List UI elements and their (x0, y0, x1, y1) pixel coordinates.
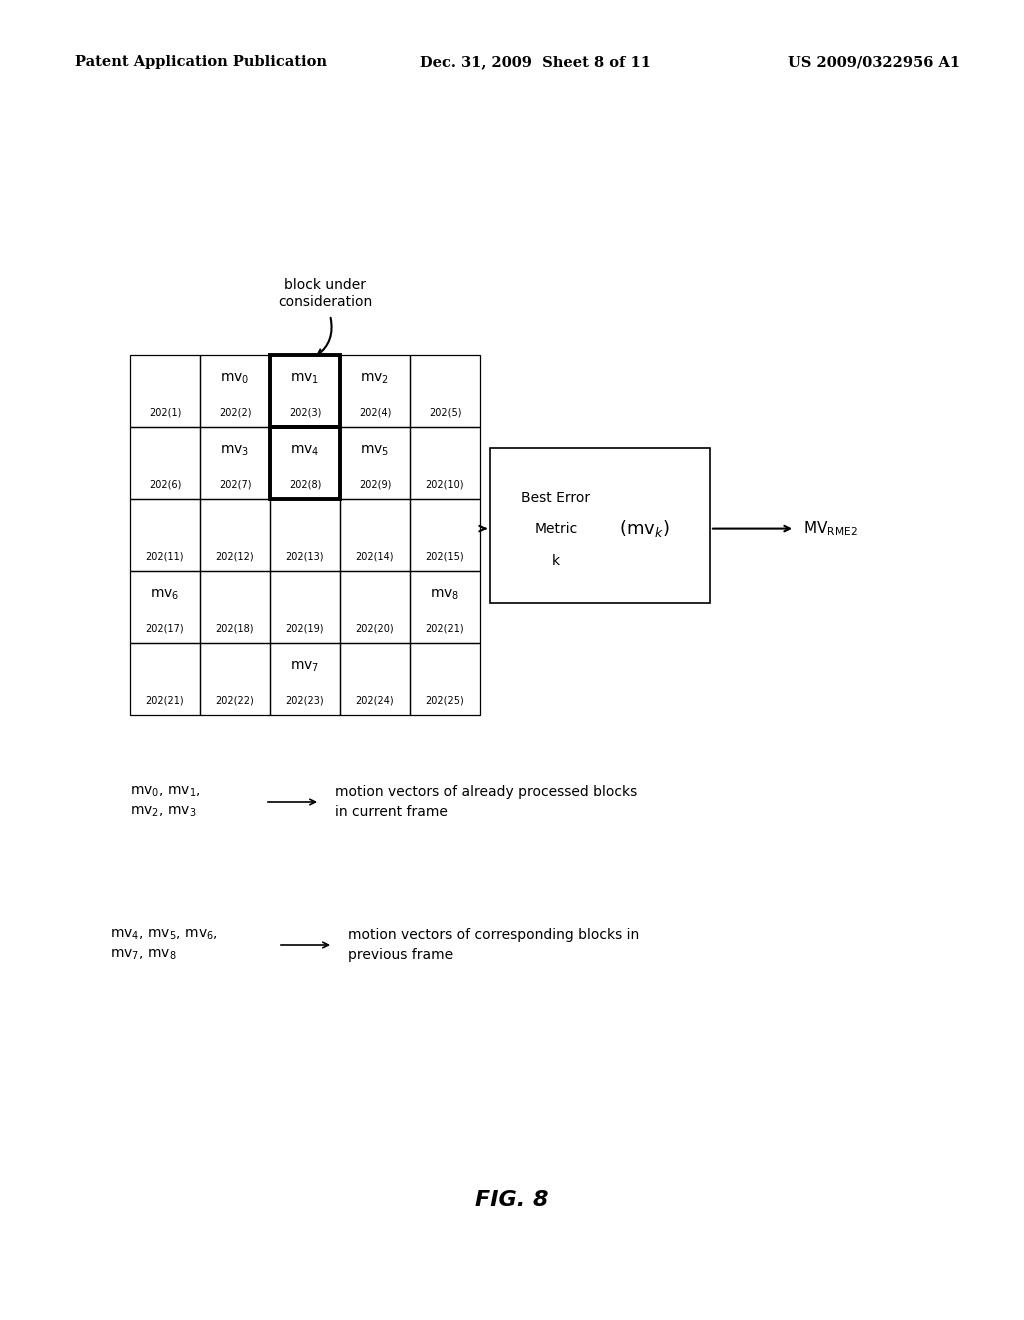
Text: k: k (552, 554, 560, 568)
Text: 202(18): 202(18) (216, 623, 254, 634)
Bar (340, 499, 410, 572)
Bar (130, 572, 200, 643)
Text: US 2009/0322956 A1: US 2009/0322956 A1 (787, 55, 961, 69)
Bar (270, 355, 340, 426)
Text: mv$_7$, mv$_8$: mv$_7$, mv$_8$ (110, 948, 176, 962)
Bar (130, 426, 200, 499)
Text: $\mathregular{mv}_{2}$: $\mathregular{mv}_{2}$ (360, 371, 389, 385)
Text: $\mathregular{mv}_{5}$: $\mathregular{mv}_{5}$ (360, 444, 390, 458)
Bar (200, 643, 270, 715)
Bar (340, 426, 410, 499)
Bar (410, 499, 480, 572)
Bar (340, 355, 410, 426)
Text: $\mathregular{mv}_{6}$: $\mathregular{mv}_{6}$ (151, 587, 179, 602)
Text: $\mathregular{mv}_{0}$: $\mathregular{mv}_{0}$ (220, 371, 250, 385)
Bar (270, 572, 340, 643)
Text: 202(3): 202(3) (289, 408, 322, 417)
Bar (200, 499, 270, 572)
Bar (200, 572, 270, 643)
Bar (410, 572, 480, 643)
Text: 202(17): 202(17) (145, 623, 184, 634)
Text: 202(1): 202(1) (148, 408, 181, 417)
Text: Dec. 31, 2009  Sheet 8 of 11: Dec. 31, 2009 Sheet 8 of 11 (420, 55, 651, 69)
Text: 202(12): 202(12) (216, 552, 254, 561)
Text: 202(6): 202(6) (148, 479, 181, 490)
Text: block under: block under (284, 279, 366, 292)
Bar (340, 572, 410, 643)
Text: consideration: consideration (278, 294, 372, 309)
Bar (410, 355, 480, 426)
Bar (200, 426, 270, 499)
Text: Patent Application Publication: Patent Application Publication (75, 55, 327, 69)
Bar (270, 426, 340, 499)
Text: 202(25): 202(25) (426, 696, 464, 706)
Text: $\mathregular{mv}_{8}$: $\mathregular{mv}_{8}$ (430, 587, 460, 602)
Text: 202(9): 202(9) (358, 479, 391, 490)
Text: mv$_0$, mv$_1$,: mv$_0$, mv$_1$, (130, 785, 201, 799)
Text: 202(13): 202(13) (286, 552, 325, 561)
Text: 202(7): 202(7) (219, 479, 251, 490)
Bar (340, 643, 410, 715)
Text: $\mathregular{mv}_{1}$: $\mathregular{mv}_{1}$ (291, 371, 319, 385)
Text: 202(20): 202(20) (355, 623, 394, 634)
Text: 202(14): 202(14) (355, 552, 394, 561)
Text: MV$_{\mathregular{RME2}}$: MV$_{\mathregular{RME2}}$ (803, 519, 858, 539)
Text: 202(21): 202(21) (426, 623, 464, 634)
Text: 202(21): 202(21) (145, 696, 184, 706)
Text: 202(10): 202(10) (426, 479, 464, 490)
Text: 202(23): 202(23) (286, 696, 325, 706)
Text: $\mathregular{mv}_{3}$: $\mathregular{mv}_{3}$ (220, 444, 250, 458)
Text: previous frame: previous frame (348, 948, 454, 962)
Text: Best Error: Best Error (521, 491, 591, 504)
Text: 202(5): 202(5) (429, 408, 461, 417)
Text: 202(24): 202(24) (355, 696, 394, 706)
Text: 202(8): 202(8) (289, 479, 322, 490)
Bar (130, 355, 200, 426)
Text: 202(22): 202(22) (216, 696, 254, 706)
Bar (490, 447, 710, 603)
Bar (270, 499, 340, 572)
Bar (410, 643, 480, 715)
Text: 202(2): 202(2) (219, 408, 251, 417)
Bar (200, 355, 270, 426)
Bar (130, 643, 200, 715)
Text: $\left(\mathrm{mv}_k\right)$: $\left(\mathrm{mv}_k\right)$ (618, 519, 670, 539)
Bar (270, 426, 340, 499)
Bar (130, 499, 200, 572)
Text: $\mathregular{mv}_{4}$: $\mathregular{mv}_{4}$ (290, 444, 319, 458)
Text: motion vectors of corresponding blocks in: motion vectors of corresponding blocks i… (348, 928, 639, 942)
Text: mv$_2$, mv$_3$: mv$_2$, mv$_3$ (130, 805, 197, 820)
Text: FIG. 8: FIG. 8 (475, 1191, 549, 1210)
Text: 202(15): 202(15) (426, 552, 464, 561)
Text: $\mathregular{mv}_{7}$: $\mathregular{mv}_{7}$ (291, 660, 319, 675)
Bar (270, 355, 340, 426)
Text: mv$_4$, mv$_5$, mv$_6$,: mv$_4$, mv$_5$, mv$_6$, (110, 928, 218, 942)
Text: motion vectors of already processed blocks: motion vectors of already processed bloc… (335, 785, 637, 799)
Text: in current frame: in current frame (335, 805, 447, 818)
Text: 202(4): 202(4) (358, 408, 391, 417)
Bar (270, 643, 340, 715)
Text: 202(11): 202(11) (145, 552, 184, 561)
Bar (410, 426, 480, 499)
Text: Metric: Metric (535, 521, 578, 536)
Text: 202(19): 202(19) (286, 623, 325, 634)
